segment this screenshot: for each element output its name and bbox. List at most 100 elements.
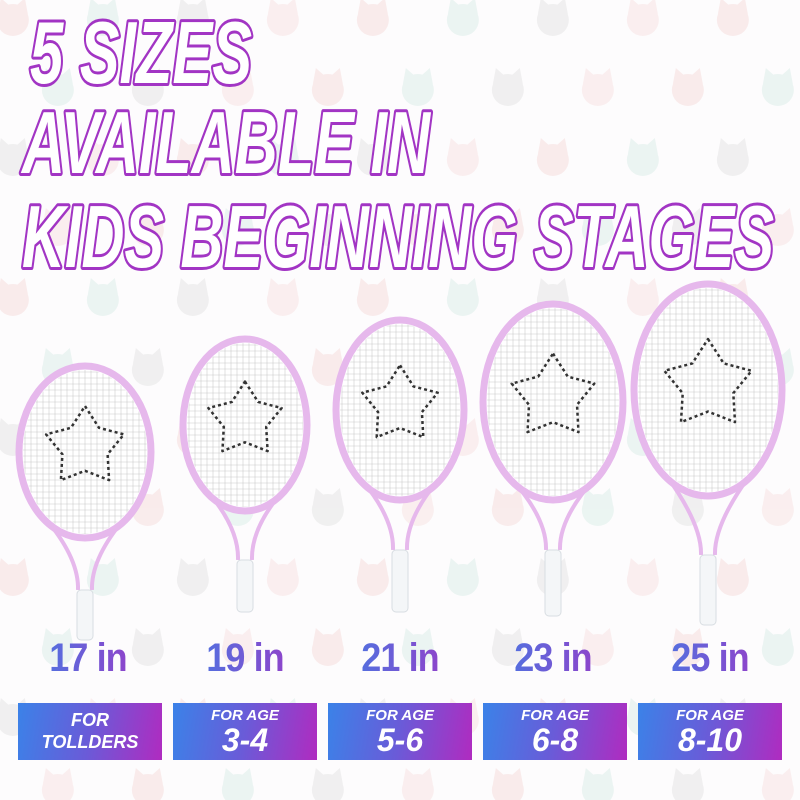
cat-head-icon	[626, 558, 659, 596]
cat-head-icon	[221, 768, 254, 800]
tennis-racket	[479, 300, 627, 617]
cat-head-icon	[41, 768, 74, 800]
cat-head-icon	[491, 768, 524, 800]
headline-line-2: AVAILABLE IN	[21, 93, 432, 192]
cat-head-icon	[221, 208, 254, 246]
cat-head-icon	[41, 208, 74, 246]
cat-head-icon	[221, 628, 254, 666]
cat-head-icon	[671, 208, 704, 246]
cat-head-icon	[446, 138, 479, 176]
cat-head-icon	[0, 278, 29, 316]
cat-head-icon	[176, 558, 209, 596]
cat-head-icon	[716, 138, 749, 176]
cat-head-icon	[671, 768, 704, 800]
cat-head-icon	[581, 488, 614, 526]
age-badge-3-4: FOR AGE 3-4	[173, 703, 317, 760]
grip	[76, 589, 94, 641]
cat-head-icon	[311, 208, 344, 246]
grip	[391, 549, 409, 613]
star-stencil-icon	[44, 404, 126, 482]
cat-head-icon	[446, 278, 479, 316]
cat-head-icon	[311, 768, 344, 800]
size-label-25: 25 in	[638, 636, 782, 681]
cat-head-icon	[266, 558, 299, 596]
star-stencil-icon	[663, 337, 753, 424]
headline: 5 SIZES AVAILABLE IN KIDS BEGINNING STAG…	[18, 0, 777, 289]
grip	[544, 549, 562, 617]
cat-head-icon	[491, 628, 524, 666]
cat-head-icon	[131, 628, 164, 666]
cat-head-icon	[131, 68, 164, 106]
age-value: 5-6	[376, 722, 424, 758]
cat-head-icon	[41, 68, 74, 106]
tennis-racket	[630, 280, 786, 626]
size-label-21: 21 in	[328, 636, 472, 681]
cat-head-icon	[491, 488, 524, 526]
cat-head-icon	[356, 278, 389, 316]
cat-head-icon	[581, 768, 614, 800]
age-badge-toddlers: FOR TOLLDERS	[18, 703, 162, 760]
age-badge-6-8: FOR AGE 6-8	[483, 703, 627, 760]
cat-head-icon	[266, 138, 299, 176]
age-label: FOR AGE	[521, 707, 589, 724]
age-badge-5-6: FOR AGE 5-6	[328, 703, 472, 760]
star-stencil-icon	[510, 352, 596, 434]
grip	[699, 554, 717, 626]
age-value: TOLLDERS	[41, 732, 139, 752]
age-badge-8-10: FOR AGE 8-10	[638, 703, 782, 760]
cat-head-icon	[131, 768, 164, 800]
cat-head-icon	[626, 138, 659, 176]
cat-head-icon	[311, 68, 344, 106]
cat-head-icon	[491, 208, 524, 246]
headline-line-3: KIDS BEGINNING STAGES	[22, 187, 774, 286]
cat-head-icon	[761, 68, 794, 106]
cat-head-icon	[716, 558, 749, 596]
cat-head-icon	[131, 208, 164, 246]
cat-head-icon	[356, 138, 389, 176]
cat-head-icon	[446, 558, 479, 596]
size-label-17: 17 in	[16, 636, 160, 681]
cat-head-icon	[536, 0, 569, 36]
cat-head-icon	[761, 208, 794, 246]
cat-head-icon	[491, 68, 524, 106]
cat-head-icon	[86, 0, 119, 36]
cat-head-icon	[0, 138, 29, 176]
cat-head-icon	[626, 0, 659, 36]
cat-head-icon	[176, 138, 209, 176]
cat-head-icon	[311, 488, 344, 526]
grip	[236, 559, 254, 613]
cat-head-icon	[356, 558, 389, 596]
cat-head-icon	[401, 768, 434, 800]
cat-head-icon	[671, 68, 704, 106]
cat-head-icon	[356, 0, 389, 36]
cat-head-icon	[446, 0, 479, 36]
cat-head-icon	[311, 348, 344, 386]
cat-head-icon	[761, 488, 794, 526]
tennis-racket	[179, 335, 311, 613]
cat-head-icon	[0, 0, 29, 36]
age-label: FOR	[71, 710, 109, 730]
cat-head-icon	[86, 138, 119, 176]
cat-head-icon	[626, 278, 659, 316]
age-value: 6-8	[531, 722, 579, 758]
cat-head-icon	[581, 208, 614, 246]
cat-head-icon	[0, 558, 29, 596]
cat-head-icon	[176, 0, 209, 36]
cat-head-icon	[266, 0, 299, 36]
cat-head-icon	[41, 628, 74, 666]
size-label-19: 19 in	[173, 636, 317, 681]
cat-head-icon	[581, 628, 614, 666]
tennis-racket	[332, 316, 468, 613]
cat-head-icon	[671, 628, 704, 666]
age-label: FOR AGE	[676, 707, 744, 724]
age-value: 8-10	[677, 722, 743, 758]
cat-head-icon	[581, 68, 614, 106]
cat-head-icon	[401, 208, 434, 246]
age-label: FOR AGE	[366, 707, 434, 724]
cat-head-icon	[86, 278, 119, 316]
cat-head-icon	[221, 68, 254, 106]
cat-head-icon	[131, 348, 164, 386]
size-label-23: 23 in	[481, 636, 625, 681]
star-stencil-icon	[207, 380, 283, 453]
